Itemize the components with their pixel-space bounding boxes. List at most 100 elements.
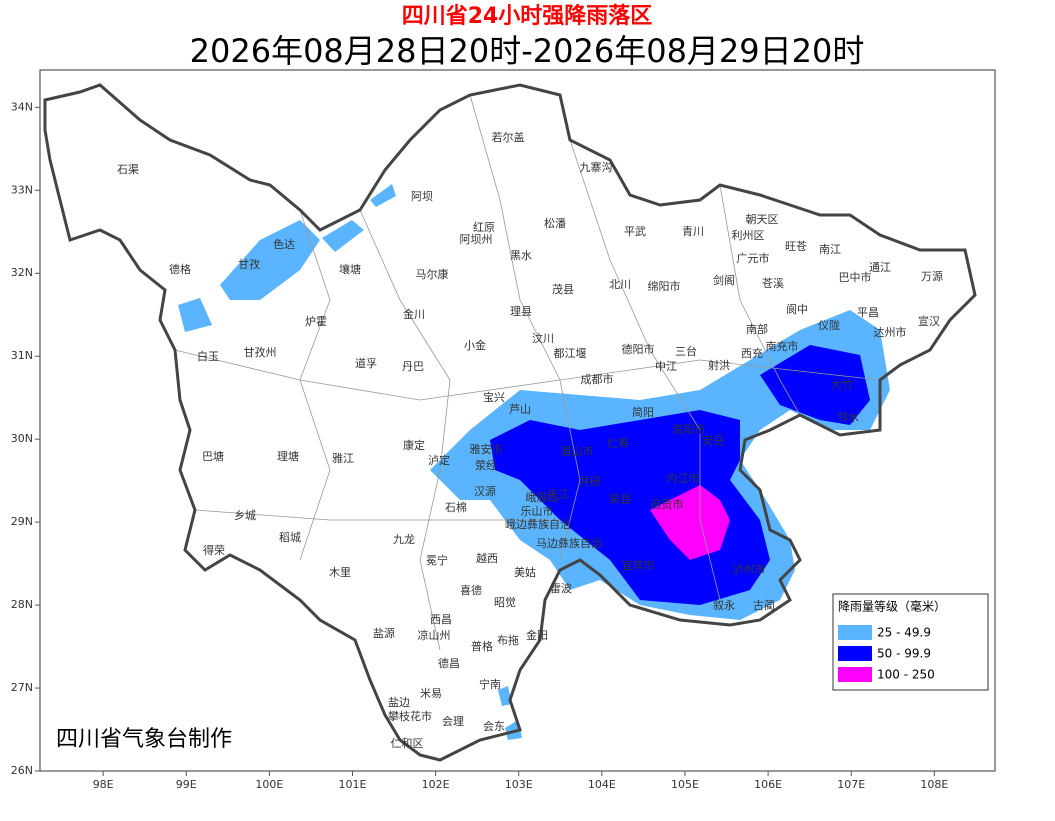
y-tick-label: 32N [11,266,33,279]
place-label: 阿坝 [411,189,433,203]
place-label: 成都市 [581,372,614,386]
place-label: 攀枝花市 [388,709,432,723]
place-label: 冕宁 [426,553,448,567]
place-label: 喜德 [460,583,482,597]
place-label: 雷波 [550,582,572,595]
place-label: 理县 [510,305,532,318]
place-label: 自贡市 [651,497,684,511]
place-label: 昭觉 [494,596,516,609]
place-label: 理塘 [277,449,299,463]
rain-area [322,220,364,252]
place-label: 若尔盖 [492,130,525,144]
place-label: 西昌 [430,613,452,626]
county-lines [174,94,881,651]
place-label: 万源 [921,269,943,283]
province-boundary [43,83,977,762]
place-label: 荣县 [609,493,631,506]
place-label: 德昌 [438,656,460,670]
place-label: 平武 [624,225,646,238]
place-label: 邻水 [837,411,859,424]
place-label: 米易 [420,687,442,700]
legend-swatch [838,646,872,661]
place-label: 木里 [329,566,351,579]
place-label: 会理 [442,715,464,728]
legend: 降雨量等级（毫米） 25 - 49.9 50 - 99.9 100 - 250 [832,593,989,691]
y-tick-label: 34N [11,100,33,113]
place-label: 会东 [483,720,505,733]
place-label: 金阳 [526,628,548,642]
y-tick-label: 26N [11,764,33,777]
legend-label: 100 - 250 [877,668,935,682]
x-tick-label: 105E [671,778,699,791]
place-label: 峨眉山 [526,491,559,504]
place-label: 仁和区 [391,737,424,750]
place-label: 绵阳市 [648,279,681,293]
place-label: 德阳市 [622,342,655,356]
place-label: 通江 [869,261,891,274]
boundary-line [174,349,881,401]
place-label: 红原 [473,221,495,234]
subtitle: 2026年08月28日20时-2026年08月29日20时 [190,32,865,70]
place-label: 稻城 [279,531,301,544]
place-label: 石棉 [445,500,467,514]
place-label: 仪陇 [818,318,840,332]
place-label: 宁南 [479,677,501,691]
place-label: 安岳 [702,433,724,447]
place-label: 石渠 [117,163,139,176]
place-label: 三台 [675,344,697,358]
x-tick-label: 99E [176,778,197,791]
x-tick-label: 100E [255,778,283,791]
place-label: 夹江 [547,488,569,501]
place-label: 白玉 [197,349,219,363]
place-label: 井研 [579,474,601,488]
place-label: 泸州市 [733,562,766,576]
place-label: 壤塘 [339,262,361,276]
place-label: 苍溪 [762,277,784,290]
place-label: 德格 [169,262,191,276]
x-tick-label: 104E [588,778,616,791]
place-label: 盐源 [373,626,395,640]
place-label: 大竹 [831,377,853,391]
place-label: 凉山州 [418,628,451,642]
place-label: 芦山 [509,403,531,416]
place-label: 泸定 [428,453,450,467]
legend-swatch [838,667,872,682]
place-label: 色达 [273,237,295,251]
place-label: 美姑 [514,566,536,579]
place-label: 古蔺 [753,599,775,612]
boundary-line [359,209,451,651]
place-label: 朝天区 [746,213,779,226]
place-label: 达州市 [874,325,907,339]
rain-area [760,345,870,425]
x-tick-label: 102E [422,778,450,791]
credit: 四川省气象台制作 [56,727,232,752]
place-label: 剑阁 [713,273,735,287]
place-label: 茂县 [552,282,574,296]
place-label: 布拖 [497,633,519,647]
place-label: 阿坝州 [460,232,493,246]
place-label: 汉源 [474,484,496,498]
place-label: 巴中市 [839,270,872,284]
axes: 98E 99E 100E 101E 102E 103E 104E 105E 106E 107E 10… [11,100,949,791]
place-label: 广元市 [737,251,770,265]
place-label: 平昌 [857,306,879,319]
x-tick-label: 106E [754,778,782,791]
place-label: 射洪 [708,358,730,372]
place-label: 峨边彝族自治 [505,517,571,531]
place-label: 荥经 [475,458,497,472]
place-label: 松潘 [544,216,566,230]
rain-area [220,220,320,300]
place-label: 越西 [476,551,498,565]
place-labels: 石渠若尔盖九寨沟阿坝红原 松潘平武 青川朝天区利州区旺苍 南江通江万源阿坝州色达德格甘… [117,130,943,750]
y-tick-label: 33N [11,183,33,196]
place-label: 都江堰 [554,347,587,360]
legend-label: 25 - 49.9 [877,626,931,640]
place-label: 南江 [819,243,841,256]
title: 四川省24小时强降雨落区 [402,4,653,29]
boundary-line [194,509,560,521]
place-label: 马边彝族自治 [536,536,602,550]
x-tick-label: 107E [837,778,865,791]
place-label: 道孚 [355,356,377,370]
